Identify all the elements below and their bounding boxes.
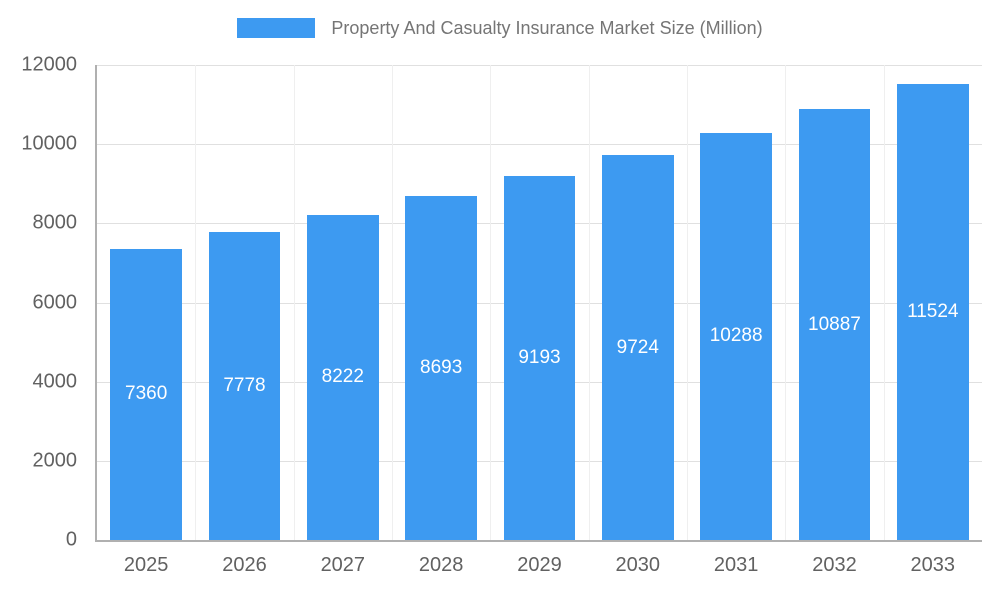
bar-slot: 9724 [589,65,687,540]
bar-2033: 11524 [896,83,969,540]
gridline-vertical [293,65,295,540]
bar-value-label: 7778 [223,375,266,397]
bar-series: 7360 7778 8222 8693 9193 9724 10288 10887 11524 [97,65,982,540]
gridline-vertical [588,65,590,540]
y-tick-label: 8000 [32,211,78,234]
x-tick-label: 2031 [713,554,759,576]
gridline-vertical [490,65,492,540]
y-tick-label: 0 [65,528,77,551]
bar-value-label: 11524 [907,300,959,322]
y-tick-label: 12000 [21,53,77,76]
chart-legend: Property And Casualty Insurance Market S… [0,16,1000,40]
x-tick-label: 2025 [123,554,169,576]
gridline-vertical [391,65,393,540]
gridline-vertical [686,65,688,540]
x-tick-label: 2028 [418,554,464,576]
chart-title: Property And Casualty Insurance Market S… [331,17,763,38]
bar-value-label: 7360 [125,383,168,405]
bar-value-label: 10288 [709,325,763,347]
bar-2027: 8222 [306,214,379,540]
x-tick-label: 2032 [812,554,857,576]
x-tick-label: 2026 [222,554,267,576]
x-axis: 2025 2026 2027 2028 2029 2030 2031 2032 2033 [97,554,982,577]
bar-2028: 8693 [405,195,478,540]
bar-slot: 9193 [490,65,588,540]
bar-value-label: 8693 [420,356,463,378]
bar-slot: 11524 [884,65,982,540]
bar-2029: 9193 [503,176,576,540]
y-tick-label: 2000 [32,449,78,472]
gridline-vertical [883,65,885,540]
x-tick-label: 2030 [615,554,661,576]
y-tick-label: 6000 [32,291,78,313]
bar-2025: 7360 [110,248,183,540]
x-tick-label: 2029 [517,554,562,576]
x-tick-label: 2033 [910,554,956,576]
gridline-vertical [785,65,787,540]
bar-2030: 9724 [601,155,674,540]
gridline [97,144,982,146]
y-tick-label: 4000 [32,370,78,393]
y-tick-label: 10000 [21,132,77,155]
x-tick-label: 2027 [320,554,366,576]
bar-slot: 7778 [195,65,293,540]
plot-area: 7360 7778 8222 8693 9193 9724 10288 10887 11524 [95,65,982,542]
bar-2031: 10288 [700,132,773,540]
bar-2026: 7778 [208,232,281,540]
bar-slot: 10887 [785,65,883,540]
gridline-vertical [195,65,197,540]
bar-value-label: 10887 [808,313,861,335]
gridline [97,65,982,66]
y-axis: 0 2000 4000 6000 8000 10000 12000 [0,54,85,551]
bar-2032: 10887 [798,109,871,540]
bar-value-label: 8222 [321,366,364,388]
bar-slot: 7360 [97,65,195,540]
bar-slot: 8693 [392,65,490,540]
bar-slot: 10288 [687,65,785,540]
bar-value-label: 9724 [616,336,659,358]
bar-value-label: 9193 [518,347,561,369]
bar-slot: 8222 [294,65,392,540]
legend-swatch [237,18,316,38]
